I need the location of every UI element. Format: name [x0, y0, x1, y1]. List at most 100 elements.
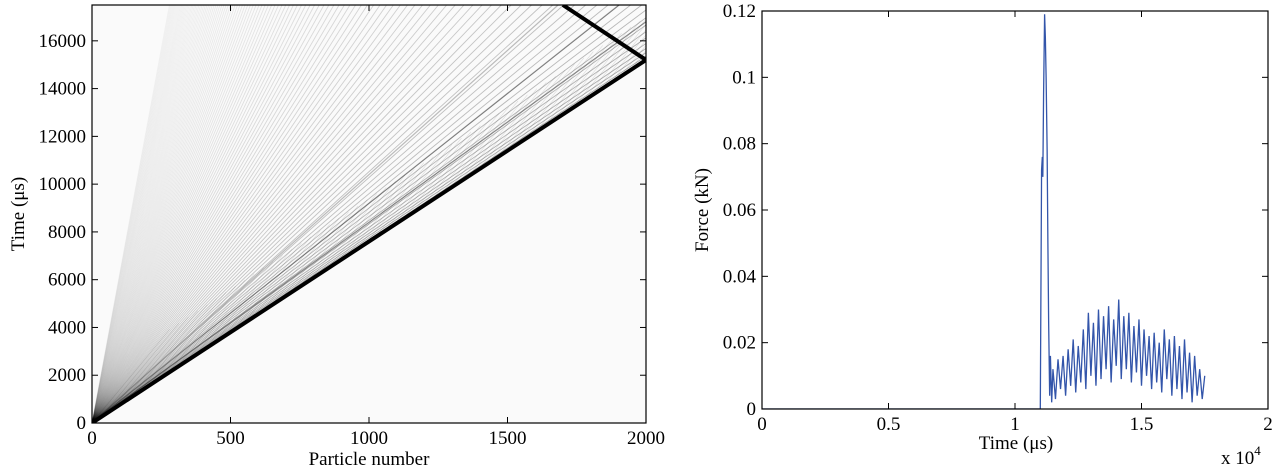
wave-fan-line — [92, 5, 178, 423]
wave-fan-line — [92, 5, 431, 423]
left-y-tick-label: 16000 — [39, 31, 87, 52]
wave-fan-line — [92, 5, 223, 423]
wave-fan-line — [92, 5, 620, 423]
left-plot-area — [92, 5, 646, 423]
right-x-axis-label: Time (μs) — [979, 433, 1053, 454]
wave-fan-line — [92, 24, 646, 423]
right-x-multiplier: x 104 — [1221, 443, 1261, 469]
wave-fan-line — [92, 5, 193, 423]
crosshatch-line — [148, 292, 227, 387]
wave-fan-line — [92, 5, 512, 423]
wave-fan-line — [92, 5, 320, 423]
wave-fan-line — [92, 5, 283, 423]
wave-fan-line — [92, 5, 217, 423]
crosshatch-line — [157, 285, 236, 380]
left-x-tick-label: 500 — [216, 428, 245, 449]
wave-fan-line — [92, 5, 260, 423]
crosshatch-line — [524, 45, 604, 140]
wave-fan-line — [92, 5, 174, 423]
wave-fan-line — [92, 5, 211, 423]
wave-fan-line — [92, 5, 325, 423]
wave-fan-line — [92, 5, 238, 423]
left-y-tick-label: 8000 — [48, 222, 86, 243]
crosshatch-line — [449, 94, 528, 189]
wave-fan-line — [92, 5, 351, 423]
left-y-tick-label: 2000 — [48, 365, 86, 386]
wave-fan-line — [92, 5, 492, 423]
wave-fan-line — [92, 5, 194, 423]
wave-fan-line — [92, 5, 208, 423]
main-wave-front — [92, 58, 646, 423]
left-y-tick-label: 12000 — [39, 126, 87, 147]
wave-fan-line — [92, 5, 221, 423]
wave-fan-line — [92, 5, 375, 423]
wave-fan-line — [92, 5, 416, 423]
wave-fan-line — [92, 5, 191, 423]
wave-fan-line — [92, 5, 172, 423]
left-y-axis-label: Time (μs) — [8, 177, 29, 251]
wave-fan-line — [92, 5, 276, 423]
right-x-ticks: 0 0.5 1 1.5 2 — [757, 11, 1273, 435]
crosshatch-line — [110, 316, 189, 411]
wave-fan-line — [92, 5, 439, 423]
crosshatch-line — [327, 174, 406, 269]
right-y-tick-label: 0 — [747, 399, 757, 420]
wave-fan-line — [92, 9, 646, 423]
crosshatch-line — [648, 0, 726, 59]
crosshatch-line — [440, 100, 519, 195]
crosshatch-line — [393, 131, 472, 226]
wave-fan-line — [92, 5, 198, 423]
wave-fan-line — [92, 37, 646, 423]
crosshatch-line — [402, 125, 481, 220]
wave-fan-line — [92, 43, 646, 423]
wave-fan-line — [92, 5, 266, 423]
wave-fan-line — [92, 5, 213, 423]
right-y-tick-label: 0.12 — [723, 1, 756, 22]
wave-fan-line — [92, 5, 575, 423]
wave-fan-line — [92, 5, 190, 423]
wave-fan-line — [92, 5, 201, 423]
wave-fan-line — [92, 5, 186, 423]
crosshatch-line — [185, 267, 264, 362]
wave-fan-line — [92, 5, 200, 423]
crosshatch-line — [374, 144, 453, 239]
right-y-tick-label: 0.02 — [723, 333, 756, 354]
right-x-multiplier-base: x 10 — [1221, 448, 1254, 469]
crosshatch-line — [270, 211, 349, 306]
wave-fan-line — [92, 5, 249, 423]
wave-fan-line — [92, 5, 184, 423]
wave-fan-line — [92, 5, 642, 423]
wave-fan-line — [92, 5, 456, 423]
wave-fan-line — [92, 5, 298, 423]
crosshatch-line — [609, 39, 646, 84]
wave-fan-line — [92, 5, 474, 423]
crosshatch-line — [619, 44, 646, 78]
wave-fan-line — [92, 5, 279, 423]
wave-fan-line — [92, 5, 381, 423]
wave-fan-line — [92, 5, 263, 423]
wave-fan-line — [92, 5, 206, 423]
left-y-tick-label: 6000 — [48, 270, 86, 291]
right-x-tick-label: 1.5 — [1130, 414, 1154, 435]
wave-fan-line — [92, 5, 257, 423]
right-series — [762, 14, 1206, 409]
crosshatch-line — [638, 55, 646, 66]
right-y-ticks: 0 0.02 0.04 0.06 0.08 0.1 0.12 — [723, 1, 1268, 420]
wave-fan-line — [92, 5, 345, 423]
crosshatch-line — [515, 51, 594, 146]
crosshatch-line — [383, 137, 462, 232]
reflected-wave-front — [561, 5, 646, 62]
wave-fan-line — [92, 5, 502, 423]
wave-fan-line — [92, 5, 205, 423]
wave-fan-line — [92, 5, 254, 423]
wave-fan-line — [92, 5, 387, 423]
crosshatch-line — [487, 69, 566, 164]
wave-fan-line — [92, 5, 408, 423]
wave-fan-line — [92, 5, 532, 423]
wave-fan-line — [92, 5, 269, 423]
wave-fan-line — [92, 5, 188, 423]
crosshatch-line — [364, 150, 443, 245]
right-y-axis-label: Force (kN) — [692, 168, 713, 252]
wave-fan-line — [92, 5, 609, 423]
crosshatch-line — [600, 34, 646, 90]
